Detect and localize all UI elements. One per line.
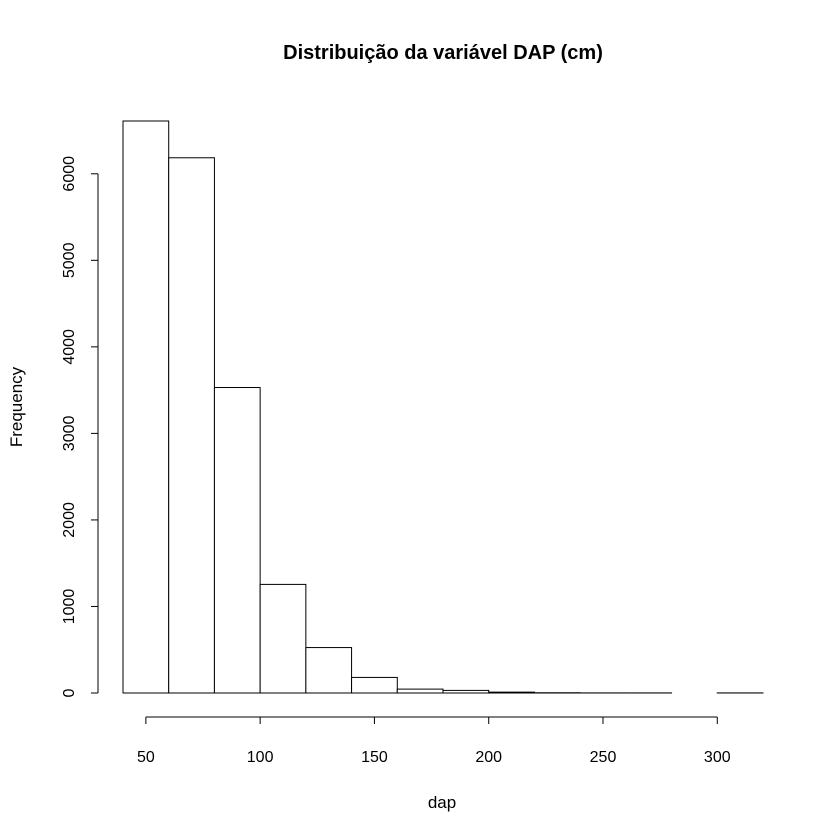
x-tick-label: 250: [590, 749, 617, 766]
y-tick-label: 1000: [61, 589, 78, 625]
histogram-bar: [351, 676, 398, 694]
y-tick-label: 4000: [61, 329, 78, 365]
histogram-bar: [442, 689, 490, 694]
y-tick-label: 2000: [61, 502, 78, 538]
x-tick-label: 200: [475, 749, 502, 766]
x-axis-label: dap: [428, 793, 456, 812]
bars-group: [122, 120, 764, 694]
histogram-bar: [213, 387, 261, 694]
histogram-bar: [122, 120, 170, 694]
y-tick-label: 0: [61, 688, 78, 697]
x-tick-label: 150: [361, 749, 388, 766]
x-tick-label: 50: [137, 749, 155, 766]
x-axis: 50 100 150 200 250 300: [137, 716, 731, 766]
y-tick-label: 6000: [61, 156, 78, 192]
y-tick-label: 3000: [61, 415, 78, 451]
histogram-bar: [396, 688, 444, 694]
y-axis: 0 1000 2000 3000 4000 5000 6000: [61, 156, 99, 697]
chart-title: Distribuição da variável DAP (cm): [283, 42, 603, 64]
y-axis-label: Frequency: [7, 366, 26, 447]
y-tick-label: 5000: [61, 242, 78, 278]
histogram-bar: [168, 157, 215, 694]
x-tick-label: 300: [704, 749, 731, 766]
histogram-bar: [305, 647, 353, 694]
x-tick-label: 100: [247, 749, 274, 766]
histogram-bar: [259, 583, 307, 694]
histogram-bar: [488, 691, 535, 694]
